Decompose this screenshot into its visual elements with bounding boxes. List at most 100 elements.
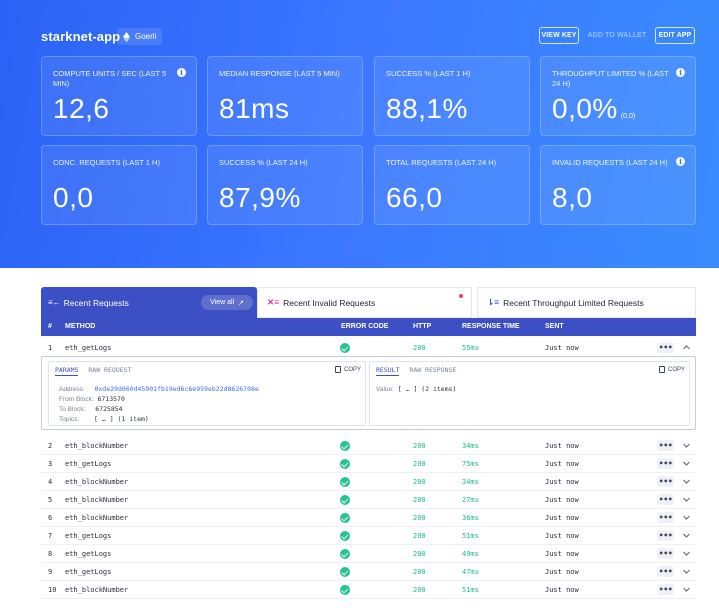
row-num: 10 <box>48 586 57 594</box>
row-num: 8 <box>48 550 53 558</box>
row-http: 200 <box>413 460 426 468</box>
row-method: eth_getLogs <box>65 550 112 558</box>
network-badge[interactable]: Goerli <box>117 28 163 45</box>
row-response-time: 36ms <box>462 514 479 522</box>
more-button[interactable]: ••• <box>657 566 674 577</box>
row-method: eth_blockNumber <box>65 442 129 450</box>
copy-label: COPY <box>344 366 362 373</box>
stat-card: INVALID REQUESTS (LAST 24 H) i 8,0 <box>540 145 696 225</box>
address-value[interactable]: 0xde29d060d45901fb19ed6c6e959eb22d862670… <box>94 385 259 393</box>
success-check-icon <box>340 585 350 595</box>
copy-result-button[interactable]: COPY <box>659 366 685 373</box>
row-response-time: 27ms <box>462 496 479 504</box>
table-row[interactable]: 5 eth_blockNumber 200 27ms Just now ••• <box>41 491 696 509</box>
row-sent: Just now <box>545 550 579 558</box>
param-address: Address: 0xde29d060d45901fb19ed6c6e959eb… <box>59 385 259 393</box>
row-http: 200 <box>413 344 426 352</box>
view-key-button[interactable]: VIEW KEY <box>539 27 579 44</box>
row-response-time: 75ms <box>462 460 479 468</box>
more-button[interactable]: ••• <box>657 584 674 595</box>
row-sent: Just now <box>545 568 579 576</box>
info-icon[interactable]: i <box>676 68 685 77</box>
table-row[interactable]: 2 eth_blockNumber 200 34ms Just now ••• <box>41 437 696 455</box>
more-button[interactable]: ••• <box>657 342 674 353</box>
tab-raw-request[interactable]: RAW REQUEST <box>88 366 132 374</box>
row-http: 200 <box>413 532 426 540</box>
row-method: eth_blockNumber <box>65 496 129 504</box>
row-sent: Just now <box>545 344 579 352</box>
success-check-icon <box>340 549 350 559</box>
stat-value: 0,0% (0,0) <box>552 93 635 125</box>
stat-value: 87,9% <box>219 182 301 213</box>
chevron-down-icon[interactable] <box>682 441 691 450</box>
chevron-down-icon[interactable] <box>682 495 691 504</box>
stat-value: 0,0 <box>53 182 94 213</box>
row-sent: Just now <box>545 586 579 594</box>
stat-label: TOTAL REQUESTS (LAST 24 H) <box>386 158 497 167</box>
chevron-down-icon[interactable] <box>682 567 691 576</box>
view-all-button[interactable]: View all ↗ <box>201 295 253 310</box>
row-response-time: 55ms <box>462 344 479 352</box>
tab-throughput-limited[interactable]: ⇂≡ Recent Throughput Limited Requests <box>477 287 696 318</box>
stat-value-main: 0,0% <box>552 93 618 124</box>
table-row[interactable]: 9 eth_getLogs 200 47ms Just now ••• <box>41 563 696 581</box>
params-panel: PARAMS RAW REQUEST COPY Address: 0xde29d… <box>48 361 366 426</box>
chevron-down-icon[interactable] <box>682 477 691 486</box>
row-http: 200 <box>413 442 426 450</box>
row-method: eth_getLogs <box>65 532 112 540</box>
edit-app-button[interactable]: EDIT APP <box>655 27 695 44</box>
tab-result[interactable]: RESULT <box>376 366 400 376</box>
tab-recent-requests[interactable]: ≡← Recent Requests View all ↗ <box>41 287 257 318</box>
table-row[interactable]: 10 eth_blockNumber 200 51ms Just now ••• <box>41 581 696 599</box>
table-row[interactable]: 8 eth_getLogs 200 49ms Just now ••• <box>41 545 696 563</box>
topics-value[interactable]: [ … ] (1 item) <box>94 415 149 423</box>
stat-value: 66,0 <box>386 182 443 213</box>
chevron-down-icon[interactable] <box>682 513 691 522</box>
param-to-block: To Block: 6725854 <box>59 405 123 413</box>
row-method: eth_blockNumber <box>65 586 129 594</box>
table-row[interactable]: 3 eth_getLogs 200 75ms Just now ••• <box>41 455 696 473</box>
stat-label: SUCCESS % (LAST 24 H) <box>219 158 308 167</box>
more-button[interactable]: ••• <box>657 476 674 487</box>
table-header: # METHOD ERROR CODE HTTP RESPONSE TIME S… <box>41 318 696 336</box>
tab-raw-response[interactable]: RAW RESPONSE <box>409 366 457 374</box>
stat-label: CONC. REQUESTS (LAST 1 H) <box>53 158 160 167</box>
more-button[interactable]: ••• <box>657 440 674 451</box>
chevron-down-icon[interactable] <box>682 549 691 558</box>
more-button[interactable]: ••• <box>657 512 674 523</box>
chevron-up-icon[interactable] <box>682 343 691 352</box>
more-button[interactable]: ••• <box>657 548 674 559</box>
stat-value: 88,1% <box>386 93 468 124</box>
chevron-down-icon[interactable] <box>682 459 691 468</box>
col-response-time: RESPONSE TIME <box>462 323 520 330</box>
table-row[interactable]: 1 eth_getLogs 200 55ms Just now ••• <box>41 339 696 357</box>
tab-label: Recent Requests <box>63 297 129 308</box>
info-icon[interactable]: i <box>676 157 685 166</box>
more-button[interactable]: ••• <box>657 530 674 541</box>
value-content[interactable]: [ … ] (2 items) <box>397 385 457 393</box>
copy-params-button[interactable]: COPY <box>335 366 361 373</box>
more-button[interactable]: ••• <box>657 494 674 505</box>
row-method: eth_getLogs <box>65 344 112 352</box>
from-block-value: 6713570 <box>97 395 125 403</box>
copy-icon <box>659 366 665 373</box>
copy-label: COPY <box>668 366 686 373</box>
table-row[interactable]: 6 eth_blockNumber 200 36ms Just now ••• <box>41 509 696 527</box>
table-row[interactable]: 4 eth_blockNumber 200 34ms Just now ••• <box>41 473 696 491</box>
row-sent: Just now <box>545 514 579 522</box>
add-to-wallet-button[interactable]: ADD TO WALLET <box>587 32 647 39</box>
info-icon[interactable]: i <box>177 68 186 77</box>
tab-invalid-requests[interactable]: ✕≡ Recent Invalid Requests <box>257 287 472 318</box>
stat-card: THROUGHPUT LIMITED % (LAST 24 H) i 0,0%(… <box>540 56 696 136</box>
chevron-down-icon[interactable] <box>682 585 691 594</box>
row-sent: Just now <box>545 478 579 486</box>
stat-value: 81ms <box>219 93 290 124</box>
tab-params[interactable]: PARAMS <box>55 366 79 376</box>
table-row[interactable]: 7 eth_getLogs 200 51ms Just now ••• <box>41 527 696 545</box>
stat-value-sub: (0,0) <box>620 113 636 120</box>
success-check-icon <box>340 531 350 541</box>
result-panel: RESULT RAW RESPONSE COPY Value: [ … ] (2… <box>369 361 690 426</box>
chevron-down-icon[interactable] <box>682 531 691 540</box>
value-label: Value: <box>376 386 394 393</box>
more-button[interactable]: ••• <box>657 458 674 469</box>
